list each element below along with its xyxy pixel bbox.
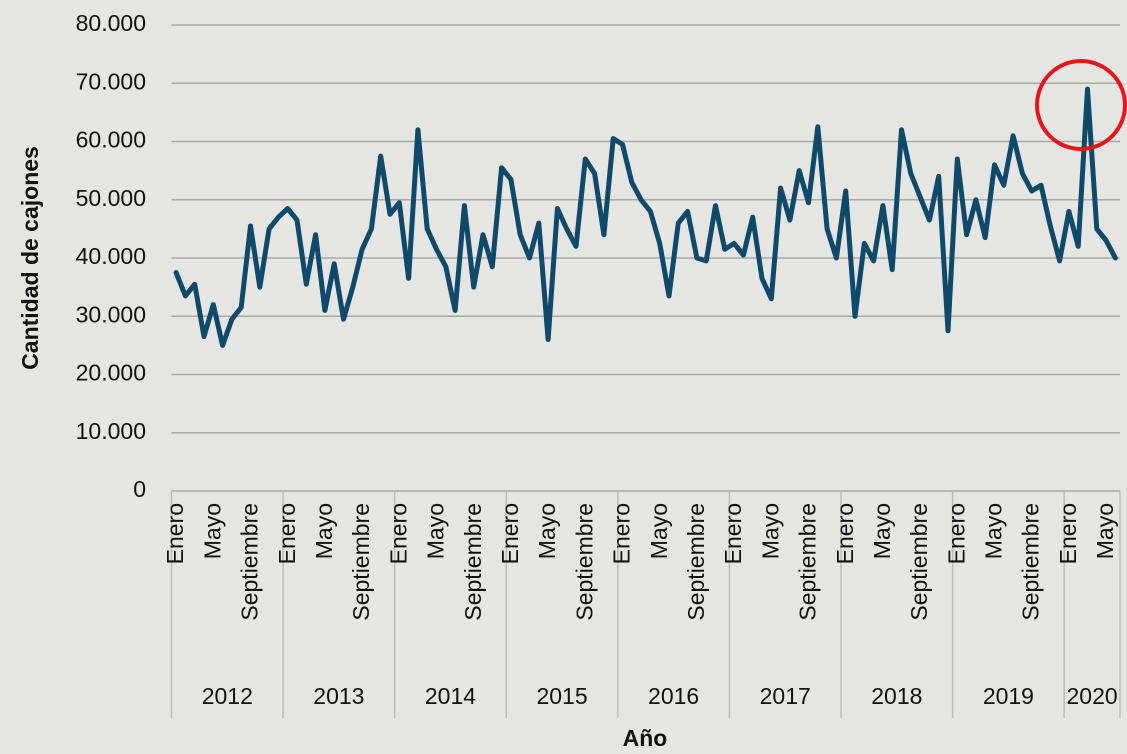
y-tick-label: 10.000: [76, 418, 146, 444]
x-tick-label: Septiembre: [795, 503, 821, 621]
x-tick-label: Mayo: [757, 503, 783, 559]
y-tick-label: 80.000: [76, 10, 146, 36]
x-tick-label: Septiembre: [348, 503, 374, 621]
year-label: 2015: [536, 683, 587, 709]
y-tick-label: 30.000: [76, 301, 146, 327]
year-label: 2020: [1067, 683, 1118, 709]
data-line: [173, 86, 1118, 348]
highlight-circle: [1035, 59, 1127, 151]
x-tick-label: Enero: [943, 503, 969, 564]
y-tick-label: 60.000: [76, 127, 146, 153]
x-tick-label: Mayo: [534, 503, 560, 559]
y-tick-label: 70.000: [76, 68, 146, 94]
year-label: 2012: [202, 683, 253, 709]
year-label: 2018: [871, 683, 922, 709]
x-tick-label: Enero: [274, 503, 300, 564]
x-tick-label: Septiembre: [906, 503, 932, 621]
x-tick-label: Enero: [720, 503, 746, 564]
x-axis-title: Año: [623, 725, 668, 751]
x-tick-label: Mayo: [423, 503, 449, 559]
x-tick-label: Enero: [1055, 503, 1081, 564]
x-tick-label: Enero: [162, 503, 188, 564]
x-tick-label: Enero: [832, 503, 858, 564]
y-tick-label: 20.000: [76, 360, 146, 386]
x-tick-label: Enero: [497, 503, 523, 564]
x-tick-label: Mayo: [981, 503, 1007, 559]
x-tick-label: Enero: [609, 503, 635, 564]
year-label: 2013: [313, 683, 364, 709]
year-label: 2019: [983, 683, 1034, 709]
y-tick-label: 40.000: [76, 243, 146, 269]
year-label: 2014: [425, 683, 476, 709]
year-label: 2017: [760, 683, 811, 709]
x-tick-label: Mayo: [646, 503, 672, 559]
y-tick-label: 50.000: [76, 185, 146, 211]
x-tick-label: Enero: [385, 503, 411, 564]
x-tick-label: Mayo: [199, 503, 225, 559]
x-tick-label: Septiembre: [683, 503, 709, 621]
x-tick-label: Septiembre: [571, 503, 597, 621]
x-tick-label: Septiembre: [237, 503, 263, 621]
y-axis-title: Cantidad de cajones: [17, 146, 43, 370]
x-tick-label: Septiembre: [1018, 503, 1044, 621]
y-tick-label: 0: [133, 476, 146, 502]
year-label: 2016: [648, 683, 699, 709]
x-tick-label: Mayo: [311, 503, 337, 559]
x-tick-label: Mayo: [1092, 503, 1118, 559]
x-tick-label: Septiembre: [460, 503, 486, 621]
x-tick-label: Mayo: [869, 503, 895, 559]
